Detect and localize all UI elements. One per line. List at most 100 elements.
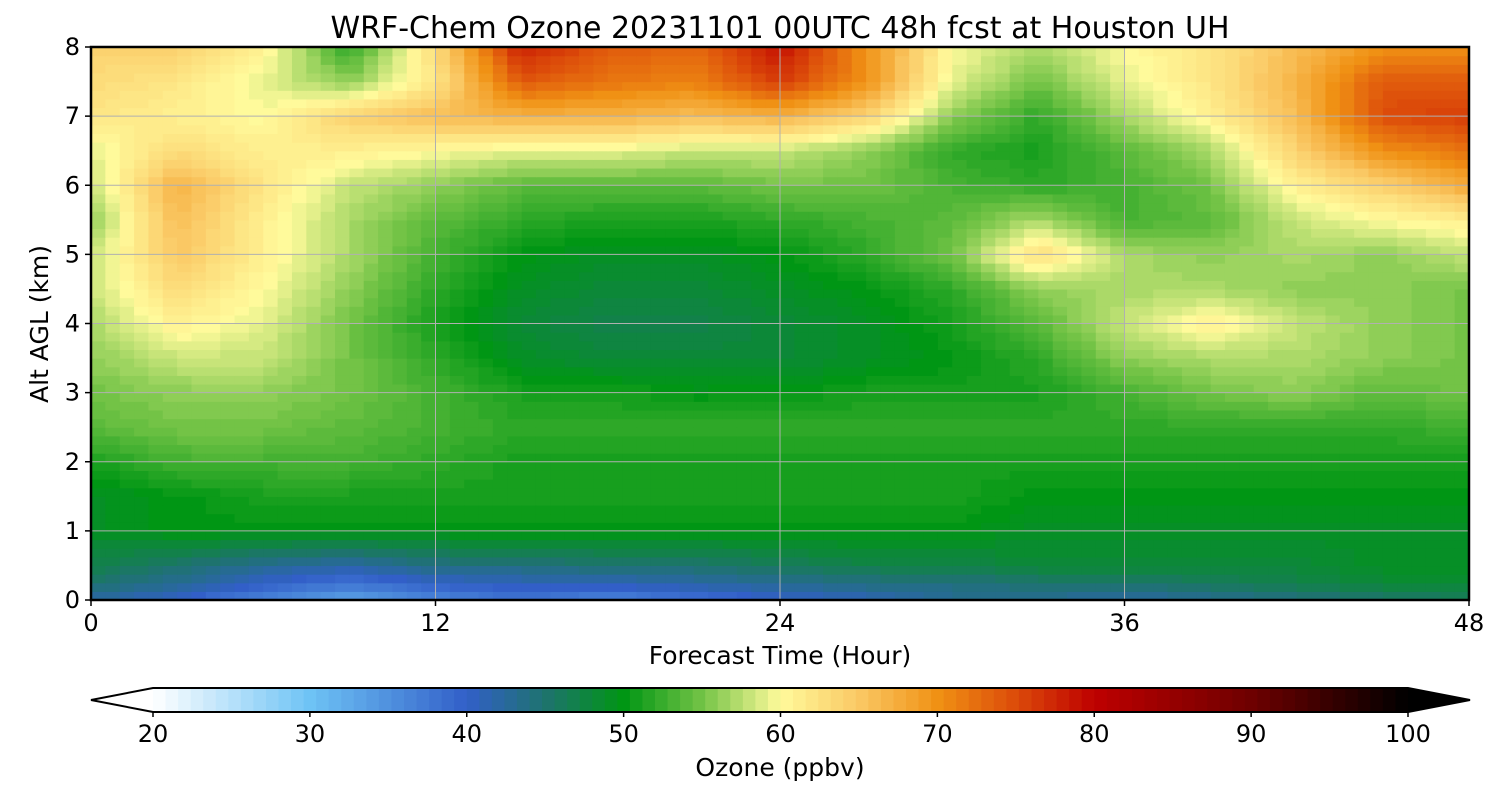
heatmap-cell xyxy=(363,254,379,264)
heatmap-cell xyxy=(1224,435,1240,446)
heatmap-cell xyxy=(191,383,207,394)
heatmap-cell xyxy=(808,167,824,178)
heatmap-cell xyxy=(148,435,164,446)
heatmap-cell xyxy=(449,582,465,592)
heatmap-cell xyxy=(693,358,709,368)
heatmap-cell xyxy=(1052,219,1068,230)
heatmap-cell xyxy=(148,461,164,471)
heatmap-cell xyxy=(1253,314,1269,325)
heatmap-cell xyxy=(1110,219,1126,230)
heatmap-cell xyxy=(1167,375,1183,385)
heatmap-cell xyxy=(708,159,724,169)
heatmap-cell xyxy=(837,496,853,506)
heatmap-cell xyxy=(966,504,982,515)
heatmap-cell xyxy=(1210,150,1226,160)
heatmap-cell xyxy=(1411,263,1427,273)
heatmap-cell xyxy=(607,323,623,333)
heatmap-cell xyxy=(1425,219,1441,230)
heatmap-cell xyxy=(1311,401,1327,411)
heatmap-cell xyxy=(1153,271,1169,281)
heatmap-cell xyxy=(1024,392,1039,402)
heatmap-cell xyxy=(363,211,379,221)
heatmap-cell xyxy=(679,470,695,480)
heatmap-cell xyxy=(1110,435,1126,446)
heatmap-cell xyxy=(593,470,609,480)
heatmap-cell xyxy=(564,453,580,463)
heatmap-cell xyxy=(521,358,537,368)
heatmap-cell xyxy=(780,530,795,541)
heatmap-cell xyxy=(937,582,953,592)
heatmap-cell xyxy=(1038,306,1054,316)
heatmap-cell xyxy=(162,530,178,541)
heatmap-cell xyxy=(1153,263,1169,273)
heatmap-cell xyxy=(765,193,781,204)
heatmap-cell xyxy=(277,409,293,420)
heatmap-cell xyxy=(1339,375,1355,385)
heatmap-cell xyxy=(1024,582,1039,592)
heatmap-cell xyxy=(435,470,451,480)
heatmap-cell xyxy=(650,280,666,290)
heatmap-cell xyxy=(794,565,810,575)
heatmap-cell xyxy=(1239,409,1255,420)
heatmap-cell xyxy=(1397,504,1413,515)
heatmap-cell xyxy=(1339,185,1355,195)
heatmap-cell xyxy=(693,159,709,169)
heatmap-cell xyxy=(736,453,752,463)
heatmap-cell xyxy=(421,470,437,480)
heatmap-cell xyxy=(378,522,394,532)
heatmap-cell xyxy=(808,556,824,567)
heatmap-cell xyxy=(277,513,293,523)
heatmap-cell xyxy=(593,496,609,506)
heatmap-cell xyxy=(1382,470,1398,480)
heatmap-cell xyxy=(464,185,480,195)
heatmap-cell xyxy=(650,314,666,325)
heatmap-cell xyxy=(1239,392,1255,402)
heatmap-cell xyxy=(808,366,824,376)
heatmap-cell xyxy=(1181,496,1197,506)
heatmap-cell xyxy=(636,202,652,212)
heatmap-cell xyxy=(1268,332,1283,342)
heatmap-cell xyxy=(378,202,394,212)
heatmap-cell xyxy=(995,513,1011,523)
heatmap-cell xyxy=(464,245,480,255)
heatmap-cell xyxy=(349,444,365,454)
heatmap-cell xyxy=(1282,245,1298,255)
heatmap-cell xyxy=(1167,582,1183,592)
heatmap-cell xyxy=(507,263,523,273)
heatmap-cell xyxy=(1311,375,1327,385)
heatmap-cell xyxy=(693,254,709,264)
heatmap-cell xyxy=(378,366,394,376)
heatmap-cell xyxy=(550,323,566,333)
heatmap-cell xyxy=(650,271,666,281)
heatmap-cell xyxy=(1153,375,1169,385)
heatmap-cell xyxy=(1210,383,1226,394)
heatmap-cell xyxy=(277,392,293,402)
heatmap-cell xyxy=(550,263,566,273)
heatmap-cell xyxy=(1181,323,1197,333)
heatmap-cell xyxy=(579,263,594,273)
heatmap-cell xyxy=(708,271,724,281)
heatmap-cell xyxy=(579,366,594,376)
heatmap-cell xyxy=(134,470,150,480)
heatmap-cell xyxy=(564,418,580,428)
heatmap-cell xyxy=(1354,409,1370,420)
heatmap-cell xyxy=(636,254,652,264)
heatmap-cell xyxy=(1224,444,1240,454)
heatmap-cell xyxy=(478,392,494,402)
heatmap-cell xyxy=(1224,461,1240,471)
heatmap-cell xyxy=(449,427,465,437)
heatmap-cell xyxy=(765,314,781,325)
heatmap-cell xyxy=(722,513,738,523)
heatmap-cell xyxy=(435,340,451,351)
heatmap-cell xyxy=(507,556,523,567)
heatmap-cell xyxy=(1124,254,1140,264)
heatmap-cell xyxy=(665,150,681,160)
heatmap-cell xyxy=(679,263,695,273)
heatmap-cell xyxy=(1239,383,1255,394)
heatmap-cell xyxy=(679,202,695,212)
heatmap-cell xyxy=(1124,211,1140,221)
heatmap-cell xyxy=(736,574,752,584)
heatmap-cell xyxy=(1095,444,1111,454)
heatmap-cell xyxy=(535,539,551,549)
heatmap-cell xyxy=(177,427,193,437)
